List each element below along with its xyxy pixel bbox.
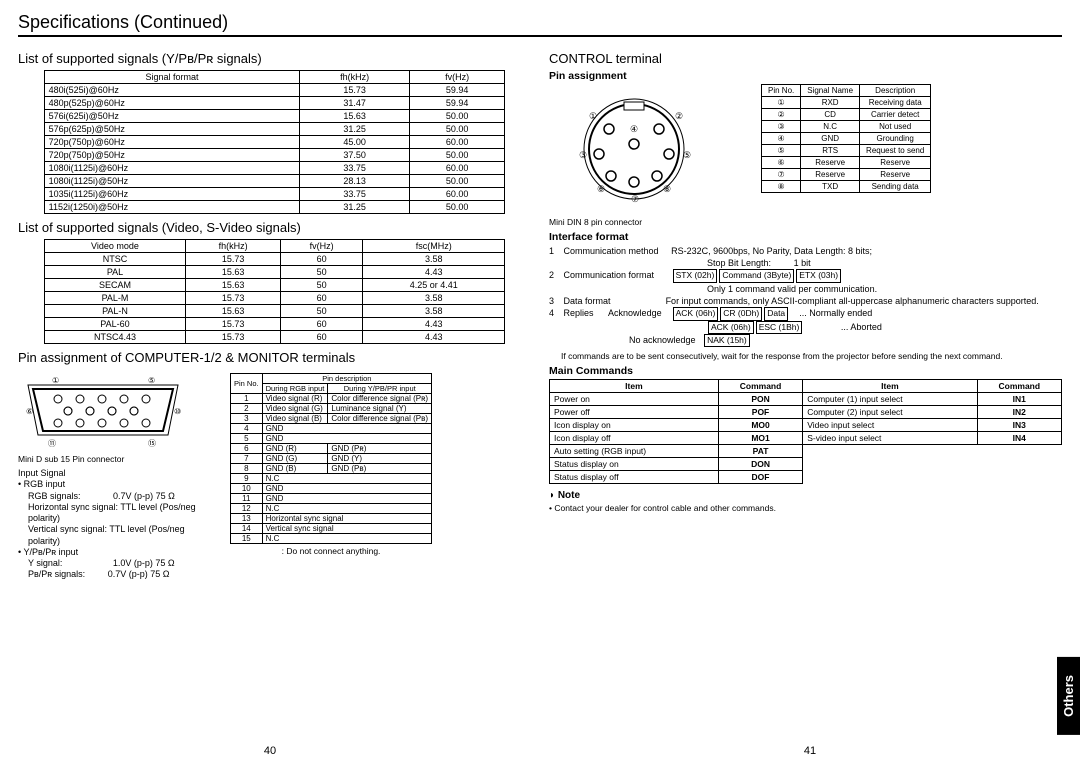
din-caption: Mini DIN 8 pin connector: [549, 217, 749, 227]
svg-text:⑮: ⑮: [148, 439, 156, 448]
cmd-table: ItemCommandItemCommandPower onPONCompute…: [549, 379, 1062, 484]
main-cmd-title: Main Commands: [549, 365, 1062, 377]
svg-text:⑤: ⑤: [148, 376, 155, 385]
svg-text:⑤: ⑤: [683, 150, 691, 160]
dsub-pin-table: Pin No.Pin descriptionDuring RGB inputDu…: [230, 373, 432, 544]
others-tab: Others: [1057, 657, 1080, 735]
svg-text:⑪: ⑪: [48, 439, 56, 448]
din-connector-icon: ① ② ③ ④ ⑤ ⑥ ⑦ ⑧: [549, 84, 719, 214]
svg-text:②: ②: [675, 111, 683, 121]
video-title: List of supported signals (Video, S-Vide…: [18, 220, 531, 235]
dsub-caption: Mini D sub 15 Pin connector: [18, 454, 218, 464]
pin-title: Pin assignment of COMPUTER-1/2 & MONITOR…: [18, 350, 531, 365]
input-signal-block: Input Signal • RGB input RGB signals: 0.…: [18, 468, 218, 581]
note-text: • Contact your dealer for control cable …: [549, 503, 1062, 513]
video-table: Video modefh(kHz)fv(Hz)fsc(MHz)NTSC15.73…: [44, 239, 506, 344]
iface-title: Interface format: [549, 231, 1062, 243]
right-page: CONTROL terminal Pin assignment: [549, 45, 1062, 581]
control-title: CONTROL terminal: [549, 51, 1062, 66]
svg-text:⑥: ⑥: [597, 184, 605, 194]
left-page: List of supported signals (Y/Pʙ/Pʀ signa…: [18, 45, 531, 581]
ypbpr-table: Signal formatfh(kHz)fv(Hz)480i(525i)@60H…: [44, 70, 506, 214]
svg-text:④: ④: [630, 124, 638, 134]
svg-text:⑧: ⑧: [663, 184, 671, 194]
note-title: Note: [549, 490, 1062, 501]
dsub-connector-icon: ① ⑤ ⑥ ⑩ ⑪ ⑮: [18, 371, 188, 451]
page-title: Specifications (Continued): [18, 12, 228, 32]
iface-block: 1 Communication method RS-232C, 9600bps,…: [549, 245, 1062, 347]
svg-text:⑦: ⑦: [631, 194, 639, 204]
pinassign-title: Pin assignment: [549, 70, 1062, 82]
svg-text:③: ③: [579, 150, 587, 160]
pin-footnote: : Do not connect anything.: [230, 546, 432, 556]
page-numbers: 40 41: [0, 745, 1080, 757]
svg-text:⑩: ⑩: [174, 407, 181, 416]
cmd-note: If commands are to be sent consecutively…: [549, 351, 1062, 361]
svg-text:①: ①: [52, 376, 59, 385]
ypbpr-title: List of supported signals (Y/Pʙ/Pʀ signa…: [18, 51, 531, 66]
svg-text:⑥: ⑥: [26, 407, 33, 416]
svg-text:①: ①: [589, 111, 597, 121]
pinassign-table: Pin No.Signal NameDescription①RXDReceivi…: [761, 84, 931, 193]
